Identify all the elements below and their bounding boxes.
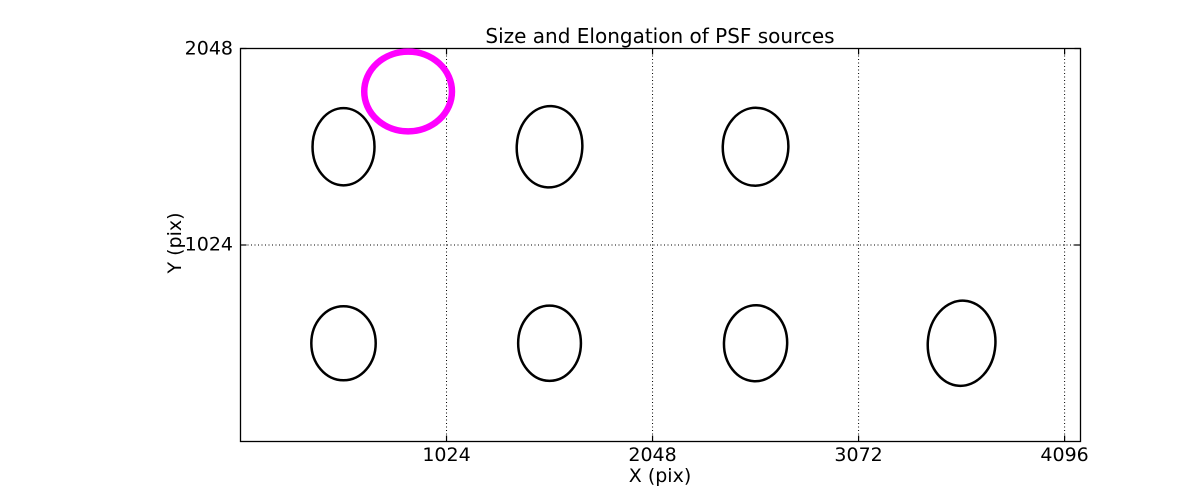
- x-axis-label: X (pix): [628, 465, 692, 487]
- psf-sources-ellipse-5: [722, 304, 789, 383]
- psf-sources-ellipse-1: [515, 104, 584, 189]
- chart-title: Size and Elongation of PSF sources: [485, 24, 835, 48]
- psf-sources-ellipse-2: [721, 106, 790, 187]
- y-tick-label-1024: 1024: [184, 233, 233, 256]
- y-tick-label-2048: 2048: [184, 37, 233, 59]
- x-tick-label-4096: 4096: [1040, 444, 1089, 466]
- axes-box: [239, 47, 1082, 443]
- x-tick-label-2048: 2048: [628, 444, 677, 466]
- x-tick-label-1024: 1024: [422, 444, 471, 466]
- psf-sources-ellipse-0: [311, 106, 376, 187]
- x-tick-label-3072: 3072: [834, 444, 883, 466]
- psf-sources-ellipse-3: [310, 304, 377, 382]
- highlighted-source-ellipse-0: [360, 48, 456, 135]
- psf-sources-ellipse-4: [516, 304, 583, 383]
- psf-sources-ellipse-6: [926, 299, 997, 388]
